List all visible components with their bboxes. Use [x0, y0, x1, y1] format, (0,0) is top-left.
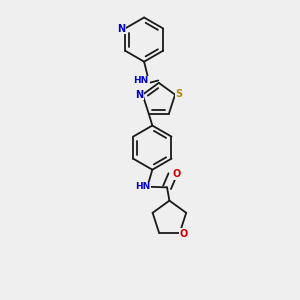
- Text: O: O: [173, 169, 181, 179]
- Text: S: S: [176, 89, 183, 99]
- Text: HN: HN: [134, 76, 149, 85]
- Text: N: N: [135, 90, 143, 100]
- Text: O: O: [180, 229, 188, 239]
- Text: N: N: [117, 23, 125, 34]
- Text: HN: HN: [135, 182, 150, 191]
